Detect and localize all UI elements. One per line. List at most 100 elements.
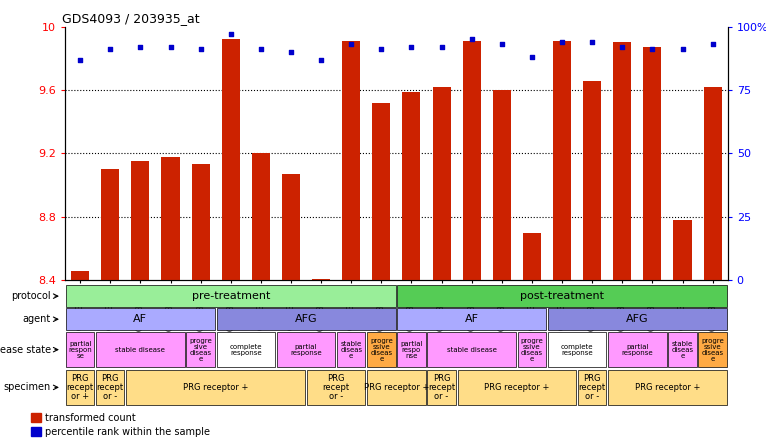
Bar — [427, 332, 516, 367]
Text: PRG
recept
or -: PRG recept or - — [578, 374, 606, 401]
Point — [405, 44, 417, 51]
Text: transformed count: transformed count — [45, 413, 136, 423]
Bar — [523, 233, 541, 280]
Point — [616, 44, 628, 51]
Text: agent: agent — [22, 314, 51, 324]
Text: percentile rank within the sample: percentile rank within the sample — [45, 427, 211, 437]
Point — [195, 46, 207, 53]
Bar — [548, 332, 607, 367]
Point — [435, 44, 447, 51]
Text: PRG
recept
or -: PRG recept or - — [322, 374, 350, 401]
Text: PRG
recept
or -: PRG recept or - — [428, 374, 455, 401]
Bar — [66, 370, 94, 405]
Bar — [457, 370, 576, 405]
Bar — [398, 285, 727, 307]
Text: post-treatment: post-treatment — [520, 291, 604, 301]
Bar — [96, 370, 124, 405]
Text: specimen: specimen — [4, 382, 51, 392]
Bar — [217, 309, 395, 330]
Bar — [704, 87, 722, 280]
Bar — [427, 370, 456, 405]
Bar — [126, 370, 305, 405]
Bar — [608, 370, 727, 405]
Bar — [699, 332, 727, 367]
Bar — [252, 154, 270, 280]
Text: PRG
recept
or -: PRG recept or - — [97, 374, 124, 401]
Text: stable
diseas
e: stable diseas e — [340, 341, 362, 359]
Text: partial
response: partial response — [621, 344, 653, 356]
Text: AFG: AFG — [295, 314, 317, 324]
Text: disease state: disease state — [0, 345, 51, 355]
Bar — [367, 332, 395, 367]
Text: progre
ssive
diseas
e: progre ssive diseas e — [370, 337, 393, 362]
Bar — [367, 370, 426, 405]
Bar — [337, 332, 365, 367]
Point — [525, 54, 538, 61]
Bar — [518, 332, 546, 367]
Text: stable disease: stable disease — [116, 347, 165, 353]
Point — [224, 31, 237, 38]
Bar — [66, 309, 214, 330]
Text: stable disease: stable disease — [447, 347, 496, 353]
Text: progre
sive
diseas
e: progre sive diseas e — [189, 337, 212, 362]
Point — [496, 41, 508, 48]
Bar — [643, 47, 661, 280]
Point — [676, 46, 689, 53]
Text: pre-treatment: pre-treatment — [192, 291, 270, 301]
Bar — [186, 332, 214, 367]
Point — [255, 46, 267, 53]
Bar — [493, 90, 511, 280]
Text: progre
ssive
diseas
e: progre ssive diseas e — [521, 337, 543, 362]
Text: protocol: protocol — [11, 291, 51, 301]
Point — [165, 44, 177, 51]
Bar — [398, 332, 426, 367]
Text: GDS4093 / 203935_at: GDS4093 / 203935_at — [62, 12, 199, 25]
Bar — [398, 309, 546, 330]
Bar — [192, 164, 210, 280]
Point — [556, 38, 568, 45]
Text: stable
diseas
e: stable diseas e — [672, 341, 693, 359]
Bar — [614, 43, 631, 280]
Bar — [96, 332, 185, 367]
Text: PRG receptor +: PRG receptor + — [635, 383, 700, 392]
Point — [647, 46, 659, 53]
Bar — [31, 413, 41, 423]
Text: progre
ssive
diseas
e: progre ssive diseas e — [701, 337, 724, 362]
Point — [345, 41, 358, 48]
Bar — [669, 332, 697, 367]
Bar — [433, 87, 450, 280]
Bar — [548, 309, 727, 330]
Bar — [578, 370, 607, 405]
Bar — [553, 41, 571, 280]
Text: partial
respo
nse: partial respo nse — [400, 341, 423, 359]
Text: partial
response: partial response — [290, 344, 322, 356]
Bar — [583, 80, 601, 280]
Bar — [307, 370, 365, 405]
Point — [375, 46, 388, 53]
Text: complete
response: complete response — [561, 344, 594, 356]
Point — [706, 41, 719, 48]
Bar — [463, 41, 481, 280]
Point — [586, 38, 598, 45]
Point — [74, 56, 87, 63]
Bar — [162, 157, 179, 280]
Bar — [217, 332, 275, 367]
Bar — [282, 174, 300, 280]
Bar — [132, 161, 149, 280]
Bar — [372, 103, 391, 280]
Text: PRG
recept
or +: PRG recept or + — [67, 374, 93, 401]
Bar — [31, 427, 41, 436]
Point — [104, 46, 116, 53]
Bar — [66, 285, 395, 307]
Text: AFG: AFG — [626, 314, 649, 324]
Bar — [342, 41, 360, 280]
Bar — [312, 278, 330, 280]
Text: AF: AF — [133, 314, 147, 324]
Text: PRG receptor +: PRG receptor + — [484, 383, 549, 392]
Text: AF: AF — [465, 314, 479, 324]
Text: complete
response: complete response — [230, 344, 262, 356]
Text: partial
respon
se: partial respon se — [68, 341, 92, 359]
Point — [466, 36, 478, 43]
Bar — [673, 220, 692, 280]
Bar — [402, 91, 421, 280]
